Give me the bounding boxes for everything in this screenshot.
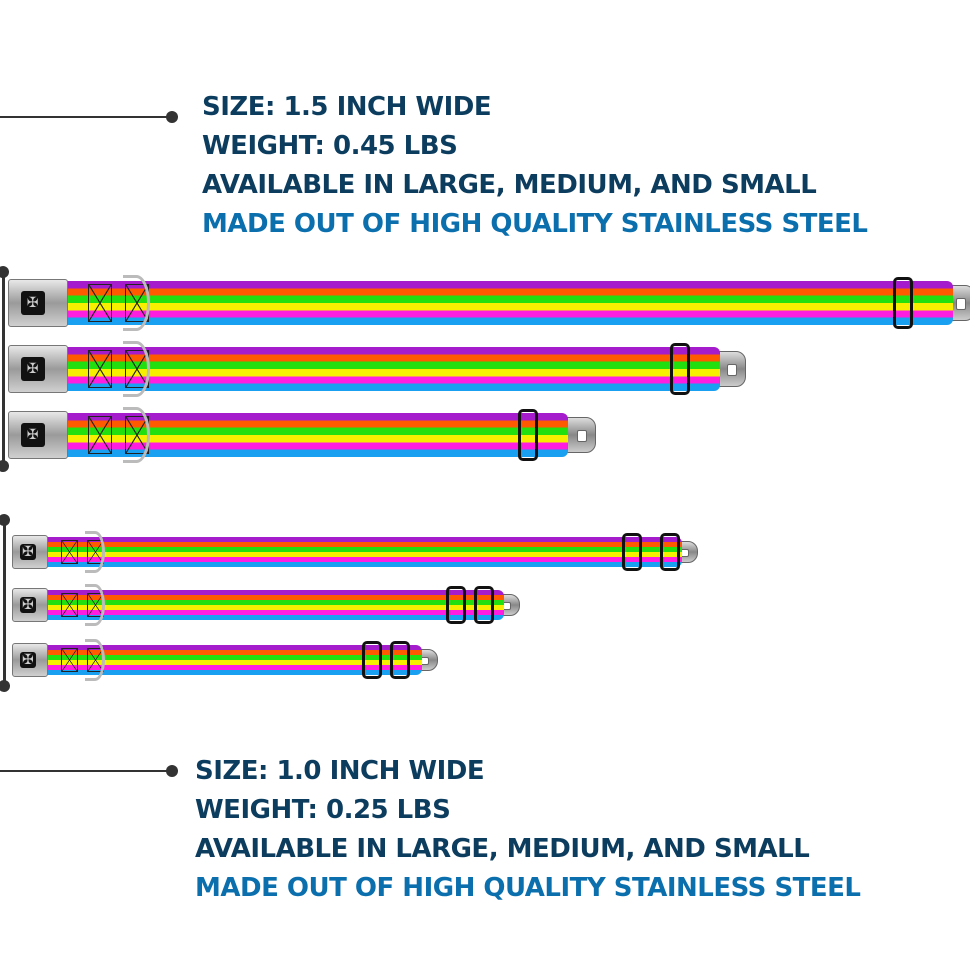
- collar-strap: [46, 645, 422, 675]
- seatbelt-buckle: ✠: [8, 411, 68, 459]
- collar-large: ✠: [12, 531, 722, 573]
- wide-weight: WEIGHT: 0.45 LBS: [202, 131, 458, 161]
- stitch-box: [88, 416, 112, 454]
- d-ring: [85, 531, 105, 573]
- collar-small: ✠: [12, 639, 462, 681]
- bone-icon: ✠: [20, 356, 45, 382]
- stitch-box: [61, 540, 78, 564]
- wide-material: MADE OUT OF HIGH QUALITY STAINLESS STEEL: [202, 209, 868, 239]
- callout-dot-top: [166, 111, 178, 123]
- callout-line-top: [0, 116, 168, 118]
- bracket-dot: [0, 266, 9, 278]
- collar-small: ✠: [8, 407, 608, 463]
- strap-keeper: [893, 277, 913, 329]
- strap-keeper: [622, 533, 642, 571]
- narrow-material: MADE OUT OF HIGH QUALITY STAINLESS STEEL: [195, 873, 861, 903]
- strap-keeper: [660, 533, 680, 571]
- strap-keeper: [390, 641, 410, 679]
- narrow-size: SIZE: 1.0 INCH WIDE: [195, 756, 485, 786]
- bracket-dot: [0, 514, 10, 526]
- narrow-availability: AVAILABLE IN LARGE, MEDIUM, AND SMALL: [195, 834, 810, 864]
- d-ring: [123, 407, 151, 463]
- callout-line-bottom: [0, 770, 168, 772]
- d-ring: [85, 639, 105, 681]
- narrow-spec-block: SIZE: 1.0 INCH WIDE WEIGHT: 0.25 LBS AVA…: [195, 752, 861, 908]
- collar-strap: [66, 347, 720, 391]
- collar-medium: ✠: [12, 584, 544, 626]
- bone-icon: ✠: [19, 651, 37, 669]
- stitch-box: [61, 648, 78, 672]
- bone-icon: ✠: [20, 422, 45, 448]
- seatbelt-buckle: ✠: [12, 535, 48, 569]
- narrow-weight: WEIGHT: 0.25 LBS: [195, 795, 451, 825]
- d-ring: [85, 584, 105, 626]
- strap-keeper: [670, 343, 690, 395]
- wide-size: SIZE: 1.5 INCH WIDE: [202, 92, 492, 122]
- strap-keeper: [362, 641, 382, 679]
- bracket-dot: [0, 680, 10, 692]
- seatbelt-buckle: ✠: [12, 643, 48, 677]
- collar-strap: [46, 590, 504, 620]
- wide-availability: AVAILABLE IN LARGE, MEDIUM, AND SMALL: [202, 170, 817, 200]
- bone-icon: ✠: [19, 596, 37, 614]
- stitch-box: [88, 350, 112, 388]
- stitch-box: [61, 593, 78, 617]
- bracket-narrow: [3, 520, 6, 686]
- wide-spec-block: SIZE: 1.5 INCH WIDE WEIGHT: 0.45 LBS AVA…: [202, 88, 868, 244]
- strap-keeper: [518, 409, 538, 461]
- strap-keeper: [474, 586, 494, 624]
- stitch-box: [88, 284, 112, 322]
- d-ring: [123, 341, 151, 397]
- callout-dot-bottom: [166, 765, 178, 777]
- seatbelt-buckle: ✠: [8, 345, 68, 393]
- bracket-wide: [2, 272, 5, 466]
- bone-icon: ✠: [19, 543, 37, 561]
- bracket-dot: [0, 460, 9, 472]
- d-ring: [123, 275, 151, 331]
- seatbelt-buckle: ✠: [12, 588, 48, 622]
- collar-strap: [66, 281, 953, 325]
- seatbelt-buckle: ✠: [8, 279, 68, 327]
- collar-large: ✠: [8, 275, 970, 331]
- strap-keeper: [446, 586, 466, 624]
- collar-medium: ✠: [8, 341, 760, 397]
- bone-icon: ✠: [20, 290, 45, 316]
- collar-strap: [46, 537, 682, 567]
